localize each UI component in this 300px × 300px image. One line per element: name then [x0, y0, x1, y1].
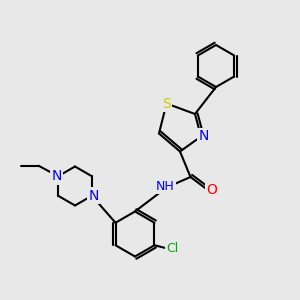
Text: N: N — [51, 169, 62, 183]
Text: N: N — [199, 130, 209, 143]
Text: NH: NH — [156, 179, 174, 193]
Text: O: O — [206, 184, 217, 197]
Text: N: N — [88, 189, 99, 203]
Text: Cl: Cl — [167, 242, 178, 255]
Text: S: S — [162, 97, 171, 110]
